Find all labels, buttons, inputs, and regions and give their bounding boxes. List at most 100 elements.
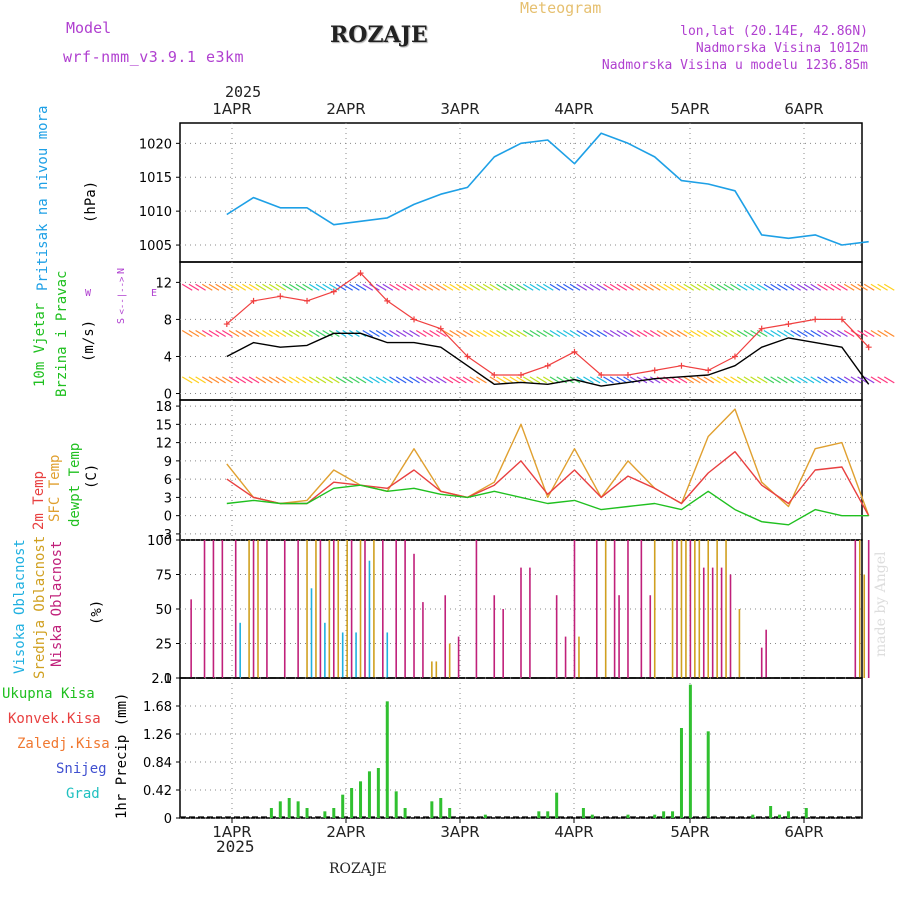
wind-arrow bbox=[422, 283, 434, 291]
wind-arrow bbox=[743, 283, 755, 291]
wind-arrow bbox=[235, 330, 247, 338]
footer-station: ROZAJE bbox=[329, 861, 387, 877]
wind-arrow bbox=[857, 283, 868, 291]
wind-arrow bbox=[248, 376, 260, 384]
precip-bar bbox=[671, 811, 675, 818]
wind-arrow bbox=[302, 283, 313, 291]
wind-arrow bbox=[429, 283, 440, 291]
wind-arrow bbox=[415, 330, 427, 338]
wind-arrow bbox=[415, 376, 427, 384]
wind-arrow bbox=[262, 283, 273, 291]
wind-arrow bbox=[589, 330, 601, 338]
wind-arrow bbox=[469, 376, 481, 384]
wind-arrow bbox=[322, 330, 333, 338]
wind-arrow bbox=[369, 330, 380, 338]
wind-arrow bbox=[322, 283, 333, 291]
meteogram-label: Meteogram bbox=[520, 0, 602, 17]
precip-ytick-label: 1.68 bbox=[143, 700, 172, 715]
wind-arrow bbox=[696, 283, 708, 291]
wind-arrow bbox=[569, 283, 581, 291]
wind-arrow bbox=[409, 376, 420, 384]
wind-arrow bbox=[736, 376, 748, 384]
wind-arrow bbox=[776, 330, 788, 338]
temp-ytick-label: 6 bbox=[164, 473, 172, 488]
wind-arrow bbox=[790, 330, 801, 338]
wind-arrow bbox=[576, 283, 588, 291]
wind-arrow bbox=[181, 283, 193, 291]
wind-arrow bbox=[476, 330, 487, 338]
gust-marker bbox=[277, 293, 284, 300]
sfc-temp-line bbox=[226, 408, 870, 516]
wind-arrow bbox=[456, 330, 467, 338]
precip-bar bbox=[653, 814, 657, 818]
altitude: Nadmorska Visina 1012m bbox=[695, 41, 868, 56]
wind-arrow bbox=[222, 283, 233, 291]
pressure-ytick-label: 1020 bbox=[139, 137, 172, 152]
wind-arrow bbox=[569, 330, 581, 338]
wind-arrow bbox=[830, 330, 842, 338]
wind-arrow bbox=[649, 330, 661, 338]
wind-arrow bbox=[763, 376, 775, 384]
precip-bar bbox=[662, 811, 666, 818]
wind-arrow bbox=[402, 376, 414, 384]
wind-arrow bbox=[783, 283, 795, 291]
wind-arrow bbox=[603, 283, 614, 291]
wind-arrow bbox=[563, 283, 574, 291]
wind-arrow bbox=[275, 283, 287, 291]
precip-bar bbox=[403, 808, 407, 818]
wind-arrow bbox=[429, 376, 440, 384]
gust-marker bbox=[223, 321, 230, 328]
wind-arrow bbox=[676, 330, 688, 338]
wind-arrow bbox=[756, 376, 768, 384]
temp-ytick-label: 9 bbox=[164, 455, 172, 470]
temp-2m-line bbox=[226, 451, 870, 517]
wind-arrow bbox=[603, 376, 614, 384]
top-day-label: 1APR bbox=[212, 100, 251, 118]
wind-arrow bbox=[696, 330, 708, 338]
wind-arrow bbox=[556, 330, 567, 338]
gust-marker bbox=[250, 297, 257, 304]
wind-arrow bbox=[308, 330, 320, 338]
pressure-line bbox=[226, 132, 869, 246]
wind-arrow bbox=[629, 283, 641, 291]
precip-bar bbox=[751, 814, 755, 818]
precip-ytick-label: 2.1 bbox=[151, 672, 172, 687]
gust-marker bbox=[411, 316, 418, 323]
wind-arrow bbox=[308, 283, 320, 291]
wind-arrow bbox=[649, 376, 661, 384]
dewpoint-line bbox=[226, 484, 869, 526]
gust-marker bbox=[571, 348, 578, 355]
wind-arrow bbox=[329, 376, 340, 384]
precip-ytick-label: 0.42 bbox=[143, 784, 172, 799]
wind-arrow bbox=[616, 376, 628, 384]
wind-arrow bbox=[188, 283, 200, 291]
wind-arrow bbox=[255, 376, 267, 384]
top-year: 2025 bbox=[225, 83, 262, 101]
wind-arrow bbox=[703, 283, 715, 291]
wind-arrow bbox=[690, 283, 701, 291]
wind-arrow bbox=[670, 330, 681, 338]
wind-arrow bbox=[422, 330, 434, 338]
wind-arrow bbox=[449, 330, 460, 338]
wind-arrow bbox=[863, 283, 875, 291]
wind-arrow bbox=[690, 376, 701, 384]
precip-bar bbox=[359, 781, 363, 818]
wind-arrow bbox=[489, 376, 501, 384]
wind-arrow bbox=[770, 376, 781, 384]
wind-arrow bbox=[382, 376, 394, 384]
wind-arrow bbox=[315, 376, 327, 384]
pressure-ytick-label: 1005 bbox=[139, 239, 172, 254]
wind-arrow bbox=[502, 330, 514, 338]
wind-arrow bbox=[643, 283, 654, 291]
precip-bar bbox=[778, 814, 782, 818]
wind-arrow bbox=[369, 376, 380, 384]
wind-arrow bbox=[810, 283, 822, 291]
wind-arrow bbox=[810, 330, 822, 338]
wind-arrow bbox=[710, 330, 721, 338]
wind-arrow bbox=[288, 376, 300, 384]
wind-arrow bbox=[763, 330, 775, 338]
wind-arrow bbox=[883, 376, 895, 384]
wind-arrow bbox=[462, 283, 474, 291]
cloud-ytick-label: 0 bbox=[164, 672, 172, 687]
